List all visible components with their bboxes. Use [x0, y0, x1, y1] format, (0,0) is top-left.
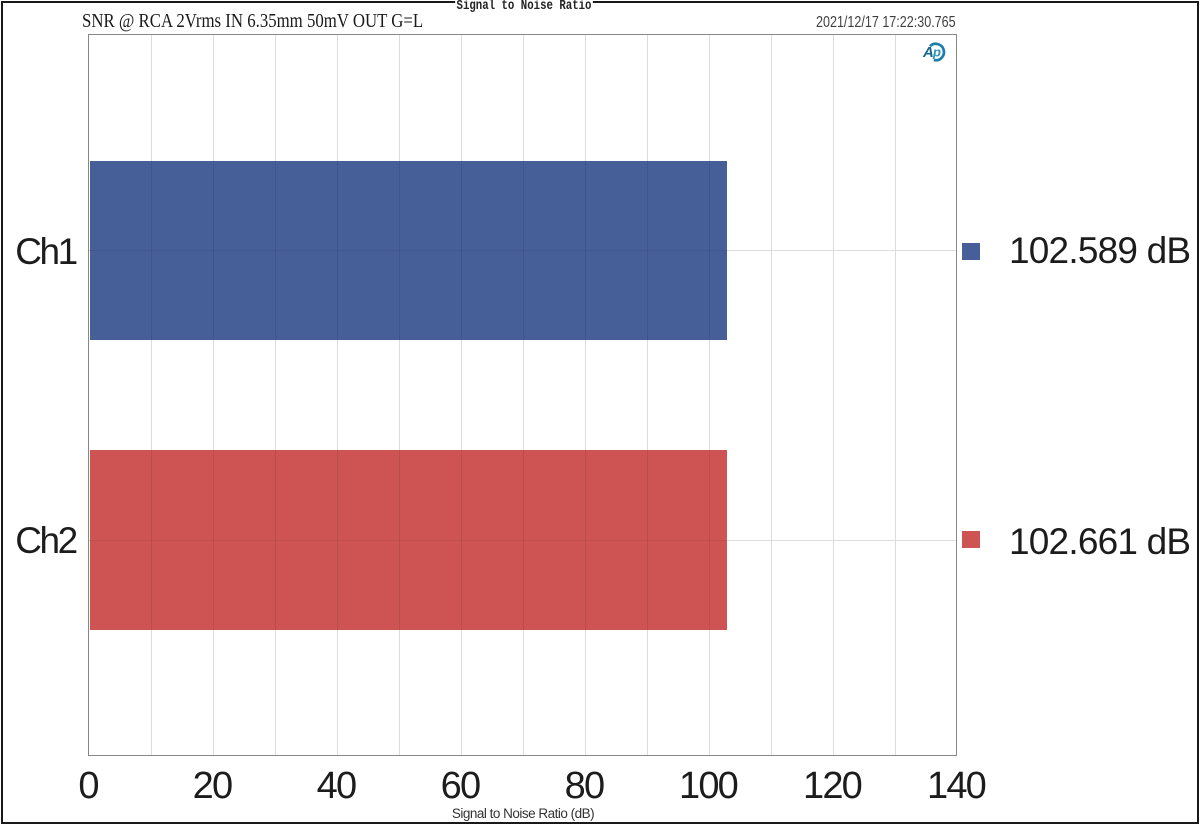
svg-text:A: A	[922, 44, 934, 61]
svg-text:p: p	[932, 45, 941, 60]
